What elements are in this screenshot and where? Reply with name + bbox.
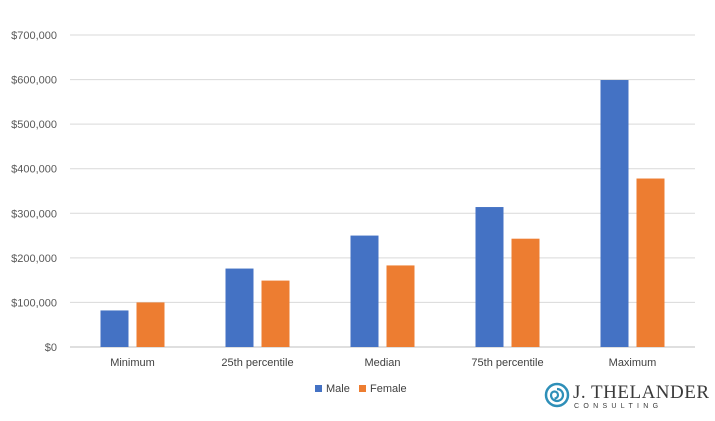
y-tick-label: $200,000 [11,253,57,265]
company-logo: J. THELANDER CONSULTING [544,382,710,410]
legend-swatch-male [315,385,322,392]
bar-female-1 [261,280,290,347]
x-tick-label: 25th percentile [221,357,293,369]
legend-label-female: Female [370,383,407,395]
bar-male-0 [100,310,129,347]
logo-name: J. THELANDER [573,382,710,403]
x-axis: Minimum 25th percentile Median 75th percent… [110,357,656,369]
y-tick-label: $400,000 [11,164,57,176]
y-tick-label: $700,000 [11,30,57,42]
y-tick-label: $600,000 [11,75,57,87]
bar-male-4 [600,80,629,347]
bar-female-2 [386,265,415,347]
bar-male-3 [475,207,504,347]
x-tick-label: Median [364,357,400,369]
bar-female-4 [636,178,665,347]
legend-label-male: Male [326,383,350,395]
bar-female-0 [136,302,165,347]
legend: Male Female [315,383,407,395]
y-axis: $0 $100,000 $200,000 $300,000 $400,000 $500,0… [11,30,57,354]
bar-male-1 [225,268,254,347]
logo-tagline: CONSULTING [574,403,662,410]
x-tick-label: Minimum [110,357,155,369]
gridlines [70,34,695,348]
spiral-icon [544,382,570,408]
y-tick-label: $0 [45,342,57,354]
x-tick-label: 75th percentile [471,357,543,369]
bar-male-2 [350,235,379,347]
x-tick-label: Maximum [609,357,657,369]
y-tick-label: $500,000 [11,119,57,131]
y-tick-label: $300,000 [11,208,57,220]
y-tick-label: $100,000 [11,297,57,309]
bars [100,80,665,347]
bar-female-3 [511,238,540,347]
legend-swatch-female [359,385,366,392]
